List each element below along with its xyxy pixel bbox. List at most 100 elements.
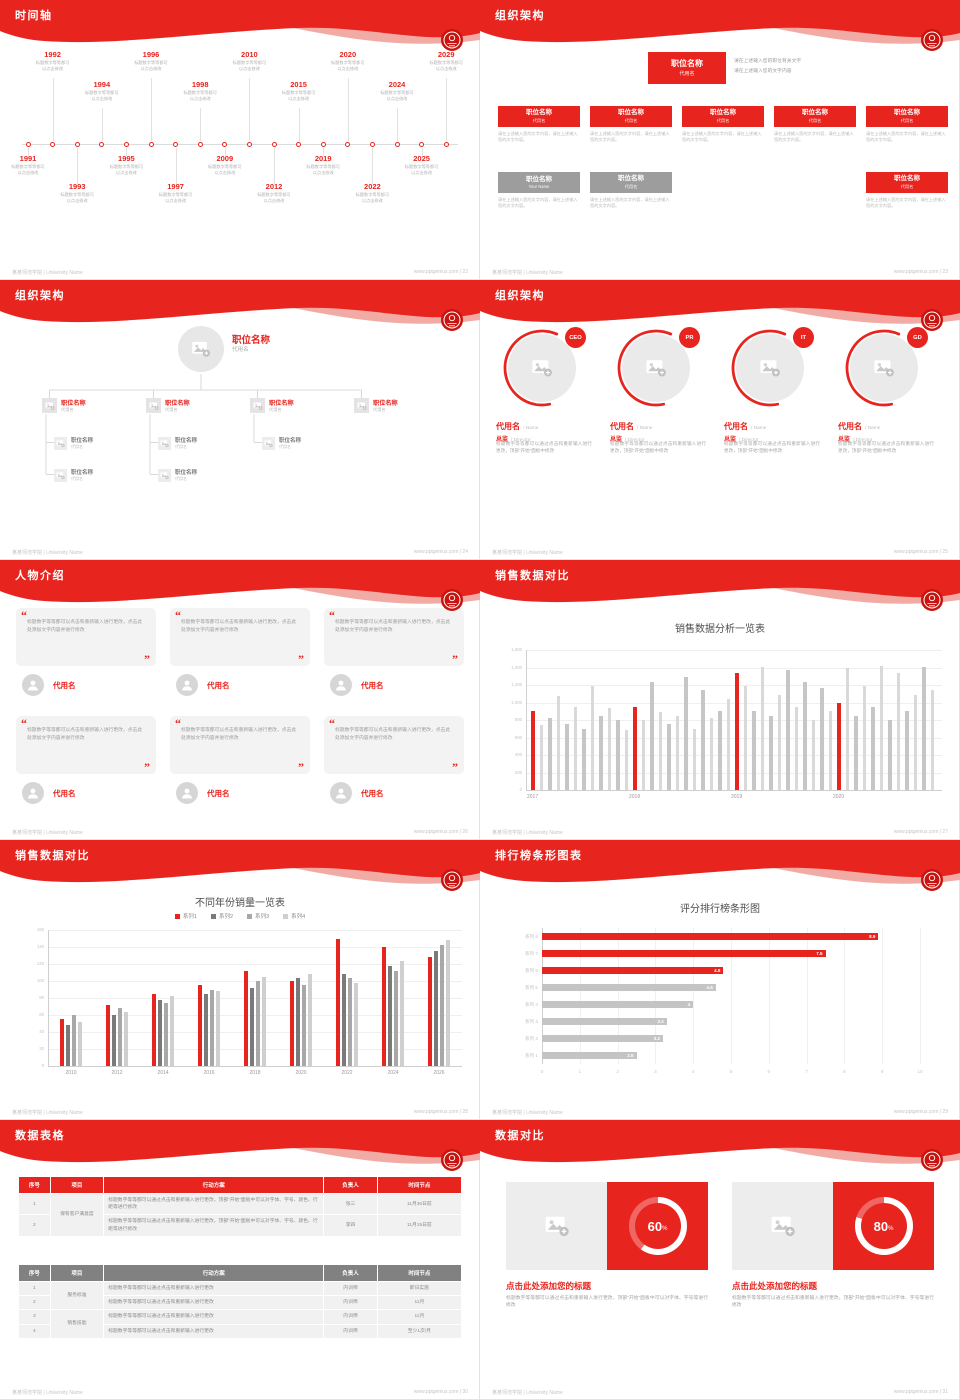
chart-bar (845, 668, 850, 790)
org-box-caption: 请在上述输入您的文字内容，请在上述输入您的文字内容。 (498, 197, 578, 209)
timeline-year: 2020 (339, 50, 357, 59)
gridline-v (731, 928, 732, 1064)
slide-23-org-boxes[interactable]: 组织架构 职位名称 代用名 请在上述输入您的职位有关文字 请在上述输入您的文字内容 职位… (480, 0, 960, 280)
profile-role: 总监 (724, 437, 737, 443)
legend-swatch (174, 913, 180, 919)
table-header-cell: 项目 (50, 1177, 104, 1193)
chart-bar (347, 978, 353, 1066)
timeline-dot (222, 141, 228, 147)
footer-school-name: 某某师范学院 | University Name (492, 550, 563, 556)
position-subtitle: 代用名 (808, 117, 822, 123)
compare-image-pane (732, 1182, 833, 1270)
profile-role-en: / Director (739, 438, 759, 443)
chart-bar (607, 707, 612, 791)
header-wave-underlay (190, 1120, 480, 1164)
chart-bar (573, 706, 578, 790)
progress-value: 80 (873, 1218, 889, 1234)
action-plan-table-1: 序号 项目 行动方案 负责人 时间节点 1 保有客户满意度 标题数字等等都可以通过点击和重新输… (18, 1176, 462, 1237)
timeline-caption: 标题数字等等都可 (85, 90, 119, 95)
table-cell: 4 (19, 1324, 50, 1338)
org-branch: 职位名称 代用名 (146, 398, 190, 413)
x-axis-label: 2010 (65, 1070, 77, 1076)
circle-shape (338, 680, 344, 686)
profile-name-line: 代用名 / Name (838, 416, 880, 434)
table-header-cell: 时间节点 (377, 1265, 461, 1281)
table-header-cell: 负责人 (324, 1177, 377, 1193)
timeline-caption: 以点击修改 (361, 197, 383, 203)
person-name: 代用名 (361, 680, 384, 690)
legend-label: 系列1 (182, 914, 197, 920)
thead-shape: 序号 项目 行动方案 负责人 时间节点 (19, 1265, 461, 1281)
chart-bar (616, 720, 620, 790)
chart-bar (743, 685, 748, 790)
timeline-caption: 标题数字等等都可 (404, 164, 439, 169)
timeline-caption: 以点击修改 (42, 65, 64, 71)
page-title: 时间轴 (15, 10, 53, 22)
tbody-shape: 1 保有客户满意度 标题数字等等都可以通过点击和重新输入进行更改，顶部“开始”面板中… (19, 1194, 461, 1236)
path-shape (28, 794, 38, 799)
image-placeholder-icon (545, 1216, 569, 1237)
org-branch: 职位名称 代用名 (42, 398, 86, 413)
slide-30-data-tables[interactable]: 数据表格 序号 项目 行动方案 负责人 时间节点 1 保有客户满意度 标题数字等等都可以通过点… (0, 1120, 480, 1400)
slide-footer: 某某师范学院 | University Name www.pptgenius.c… (492, 829, 948, 836)
gridline (526, 650, 942, 651)
table-cell: 服务标准 (50, 1282, 104, 1310)
timeline-item: 2019 标题数字等等都可 以点击修改 (300, 154, 346, 175)
timeline-caption: 标题数字等等都可 (109, 164, 144, 169)
thead-shape: 序号 项目 行动方案 负责人 时间节点 (19, 1177, 461, 1193)
org-branch-avatar (354, 398, 369, 413)
bar-value-label: 2.5 (627, 1053, 634, 1058)
profile-name: 代用名 (496, 422, 520, 431)
quote-text: 标题数字等等都可以点击和重新输入进行更改，点击此处添加文字内容并进行修改 (181, 728, 297, 741)
slide-27-monthly-chart[interactable]: 销售数据对比 销售数据分析一览表 0 200 400 600 800 1,000 1,200 1… (480, 560, 960, 840)
slide-footer: 某某师范学院 | University Name www.pptgenius.c… (12, 1109, 468, 1116)
timeline-item: 2010 标题数字等等都可 以点击修改 (226, 50, 272, 71)
gridline (48, 1032, 462, 1033)
page-title: 排行榜条形图表 (495, 850, 583, 862)
timeline-dot (50, 141, 56, 147)
path-shape (161, 474, 167, 477)
slide-31-data-compare[interactable]: 数据对比 60% 点击此处添加您的标题 标题数字等等都可以通过点击和重新输入进行更改… (480, 1120, 960, 1400)
chart-bar (295, 977, 301, 1066)
footer-school-name: 某某师范学院 | University Name (492, 1110, 563, 1116)
person-name: 代用名 (53, 680, 76, 690)
org-level1-box: 职位名称 代用名 (590, 106, 672, 127)
timeline-caption: 以点击修改 (337, 65, 359, 71)
path-shape (51, 406, 54, 409)
page-title: 人物介绍 (15, 570, 65, 582)
org-level2-box: 职位名称 代用名 (866, 172, 948, 193)
slide-28-grouped-chart[interactable]: 销售数据对比 不同年份销量一览表 系列1 系列2 系列3 系列4 0 20 40 60 80 100… (0, 840, 480, 1120)
tr-shape: 1 保有客户满意度 标题数字等等都可以通过点击和重新输入进行更改，顶部“开始”面板中… (19, 1194, 461, 1236)
org-sub-item: 职位名称 代用名 (262, 436, 301, 450)
timeline-dot (123, 141, 129, 147)
category-label: 系列 5 (524, 985, 538, 990)
chart-bar (399, 960, 405, 1066)
tbody-shape: 1 服务标准 标题数字等等都可以通过点击和重新输入进行更改 内训师 即日实施 2 标题数字等… (19, 1282, 461, 1338)
category-label: 系列 6 (524, 968, 538, 973)
org-sub-avatar (158, 468, 171, 482)
circle-shape (195, 344, 199, 348)
person-icon (182, 680, 192, 691)
timeline-year: 2009 (216, 154, 234, 163)
timeline-item: 2012 标题数字等等都可 以点击修改 (251, 182, 297, 203)
timeline-year: 2012 (265, 182, 283, 191)
path-shape (648, 366, 661, 372)
y-axis-label: 0 (519, 787, 522, 793)
org-sub-subtitle: 代用名 (71, 444, 83, 449)
header-wave-underlay (190, 280, 480, 324)
footer-school-name: 某某师范学院 | University Name (12, 830, 83, 836)
slide-29-rank-chart[interactable]: 排行榜条形图表 评分排行榜条形图 0 1 2 3 4 5 6 7 8 9 10 系列 8 8.9 系列 7 7… (480, 840, 960, 1120)
slide-24-org-tree[interactable]: 组织架构 职位名称 代用名 职位名称 代用名 职位名称 代用名 职位名称 代用名 职位名称 代用名… (0, 280, 480, 560)
timeline-stem (52, 78, 54, 141)
y-axis-label: 400 (514, 752, 522, 758)
slide-25-org-circles[interactable]: 组织架构 CEO 代用名 / Name 总监 / Director 标题数字等等都可以通过… (480, 280, 960, 560)
y-axis-label: 100 (36, 978, 44, 984)
gridline (526, 737, 942, 739)
circle-shape (30, 788, 36, 794)
circle-shape (265, 441, 268, 443)
profile-name-en: / Name (751, 426, 767, 431)
slide-22-timeline[interactable]: 时间轴 1991 标题数字等等都可 以点击修改 1992 标题数字等等都可 以点击修改 19… (0, 0, 480, 280)
slide-26-people-intro[interactable]: 人物介绍 “ ” 标题数字等等都可以点击和重新输入进行更改，点击此处添加文字内容并进… (0, 560, 480, 840)
person-name: 代用名 (53, 788, 76, 798)
profile-circle-wrap: GD (844, 327, 928, 408)
